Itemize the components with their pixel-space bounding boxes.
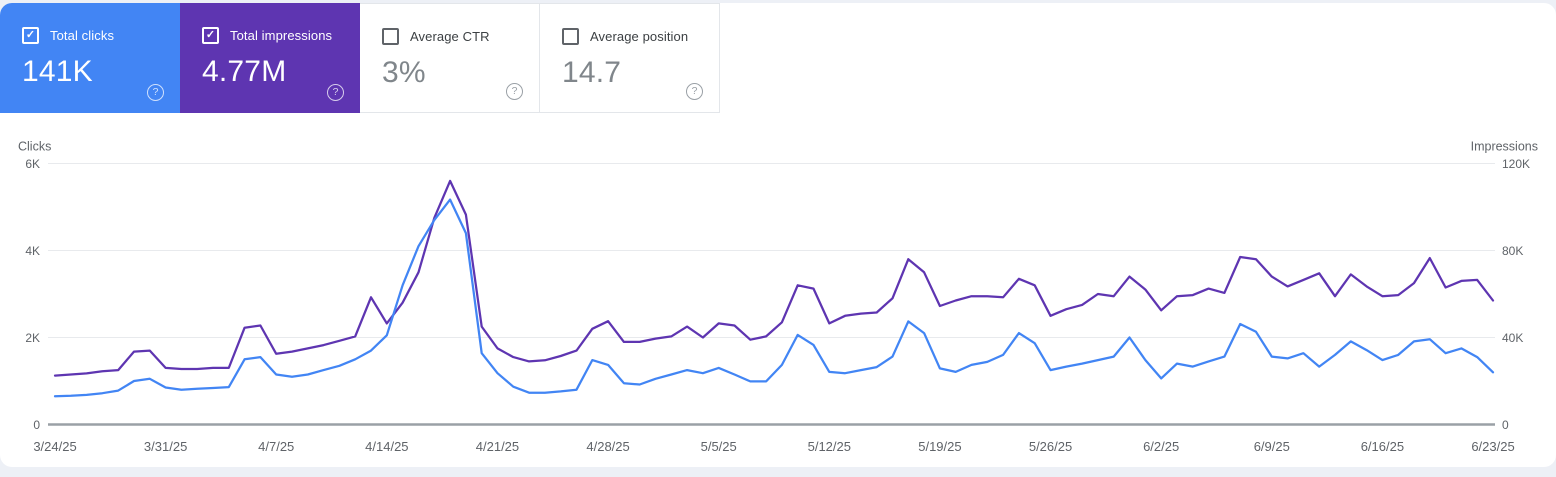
x-axis-tick-label: 4/7/25 bbox=[258, 439, 294, 454]
x-axis-tick-label: 6/23/25 bbox=[1471, 439, 1514, 454]
right-axis-title: Impressions bbox=[1471, 140, 1538, 154]
y-axis-tick-label-clicks: 6K bbox=[25, 157, 40, 171]
y-axis-tick-label-impressions: 120K bbox=[1502, 157, 1530, 171]
metric-card-label: Average position bbox=[590, 29, 689, 44]
total-clicks-checkbox[interactable]: ✓ bbox=[22, 27, 39, 44]
y-axis-tick-label-clicks: 2K bbox=[25, 331, 40, 345]
x-axis-tick-label: 6/2/25 bbox=[1143, 439, 1179, 454]
x-axis-tick-label: 5/5/25 bbox=[701, 439, 737, 454]
metric-card-total-impressions[interactable]: ✓ Total impressions 4.77M ? bbox=[180, 3, 360, 113]
clicks-line[interactable] bbox=[53, 198, 1495, 398]
metric-cards-row: ✓ Total clicks 141K ? ✓ Total impression… bbox=[0, 3, 720, 113]
y-axis-tick-label-clicks: 0 bbox=[33, 418, 40, 432]
x-axis-tick-label: 6/16/25 bbox=[1361, 439, 1404, 454]
y-axis-tick-label-impressions: 0 bbox=[1502, 418, 1509, 432]
check-icon: ✓ bbox=[25, 29, 36, 41]
metric-card-total-clicks[interactable]: ✓ Total clicks 141K ? bbox=[0, 3, 180, 113]
metric-card-label: Total impressions bbox=[230, 28, 333, 43]
x-axis-tick-label: 5/26/25 bbox=[1029, 439, 1072, 454]
x-axis-tick-label: 6/9/25 bbox=[1254, 439, 1290, 454]
card-header: ✓ Average CTR bbox=[382, 28, 539, 45]
card-header: ✓ Total impressions bbox=[202, 27, 360, 44]
check-icon: ✓ bbox=[205, 29, 216, 41]
performance-chart[interactable]: 6K 120K 4K 80K 2K 40K 0 0 Clicks Impressions 3/24/… bbox=[0, 133, 1556, 468]
metric-card-average-ctr[interactable]: ✓ Average CTR 3% ? bbox=[360, 3, 540, 113]
y-axis-tick-label-impressions: 80K bbox=[1502, 244, 1523, 258]
y-axis-tick-label-clicks: 4K bbox=[25, 244, 40, 258]
metric-card-average-position[interactable]: ✓ Average position 14.7 ? bbox=[540, 3, 720, 113]
y-axis-tick-label-impressions: 40K bbox=[1502, 331, 1523, 345]
average-ctr-checkbox[interactable]: ✓ bbox=[382, 28, 399, 45]
x-axis-tick-label: 3/24/25 bbox=[33, 439, 76, 454]
card-header: ✓ Average position bbox=[562, 28, 719, 45]
x-axis-tick-label: 4/28/25 bbox=[586, 439, 629, 454]
metric-card-label: Total clicks bbox=[50, 28, 115, 43]
impressions-line[interactable] bbox=[53, 179, 1495, 377]
metric-card-value: 3% bbox=[382, 56, 426, 89]
x-axis-tick-label: 3/31/25 bbox=[144, 439, 187, 454]
x-axis-tick-label: 5/12/25 bbox=[808, 439, 851, 454]
help-icon[interactable]: ? bbox=[686, 83, 703, 100]
metric-card-value: 4.77M bbox=[202, 55, 287, 88]
left-axis-title: Clicks bbox=[18, 140, 51, 154]
help-icon[interactable]: ? bbox=[327, 84, 344, 101]
x-axis-tick-label: 4/14/25 bbox=[365, 439, 408, 454]
average-position-checkbox[interactable]: ✓ bbox=[562, 28, 579, 45]
x-axis-tick-label: 4/21/25 bbox=[476, 439, 519, 454]
metric-card-value: 14.7 bbox=[562, 56, 622, 89]
total-impressions-checkbox[interactable]: ✓ bbox=[202, 27, 219, 44]
performance-panel: ✓ Total clicks 141K ? ✓ Total impression… bbox=[0, 3, 1556, 467]
metric-card-label: Average CTR bbox=[410, 29, 490, 44]
card-header: ✓ Total clicks bbox=[22, 27, 180, 44]
x-axis-tick-label: 5/19/25 bbox=[918, 439, 961, 454]
performance-chart-canvas[interactable]: 6K 120K 4K 80K 2K 40K 0 0 Clicks Impressions 3/24/… bbox=[0, 133, 1556, 468]
help-icon[interactable]: ? bbox=[147, 84, 164, 101]
metric-card-value: 141K bbox=[22, 55, 93, 88]
help-icon[interactable]: ? bbox=[506, 83, 523, 100]
